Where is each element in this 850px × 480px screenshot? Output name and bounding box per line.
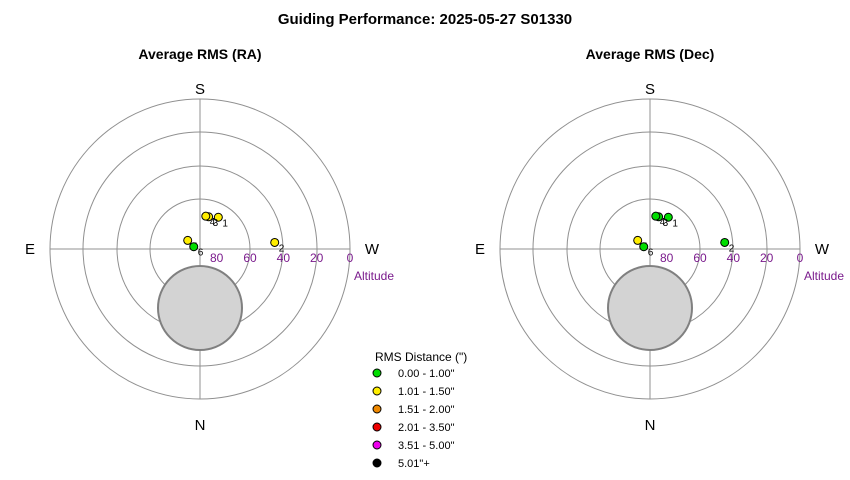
legend-swatch xyxy=(372,404,382,414)
compass-east: E xyxy=(25,241,35,258)
data-point-label: 1 xyxy=(672,218,678,229)
altitude-label: Altitude xyxy=(354,269,394,283)
legend-item-label: 1.51 - 2.00" xyxy=(398,404,455,416)
compass-north: N xyxy=(645,417,656,434)
altitude-tick: 80 xyxy=(210,251,224,265)
altitude-tick: 40 xyxy=(277,251,291,265)
data-point xyxy=(633,235,643,245)
data-point xyxy=(201,211,211,221)
legend: RMS Distance (") 0.00 - 1.00" 1.01 - 1.50"… xyxy=(372,350,467,470)
data-point xyxy=(651,211,661,221)
data-point-label: 3 xyxy=(663,218,669,229)
altitude-tick: 60 xyxy=(243,251,257,265)
legend-item-label: 3.51 - 5.00" xyxy=(398,440,455,452)
data-point xyxy=(663,212,673,222)
altitude-tick: 0 xyxy=(347,251,354,265)
data-point xyxy=(639,242,649,252)
data-point-label: 4 xyxy=(210,217,216,228)
data-point xyxy=(720,237,730,247)
data-point-label: 6 xyxy=(198,248,204,259)
chart-title: Guiding Performance: 2025-05-27 S01330 xyxy=(278,11,572,28)
data-point-label: 1 xyxy=(222,218,228,229)
legend-swatch xyxy=(372,422,382,432)
legend-item-label: 0.00 - 1.00" xyxy=(398,368,455,380)
plot-title: Average RMS (Dec) xyxy=(586,46,715,62)
legend-item-label: 1.01 - 1.50" xyxy=(398,386,455,398)
data-point-label: 2 xyxy=(279,243,285,254)
altitude-tick: 20 xyxy=(310,251,324,265)
altitude-tick: 60 xyxy=(693,251,707,265)
zenith-exclusion-disc xyxy=(157,265,243,351)
compass-south: S xyxy=(195,81,205,98)
data-point-label: 4 xyxy=(660,217,666,228)
legend-swatch xyxy=(372,458,382,468)
compass-north: N xyxy=(195,417,206,434)
compass-west: W xyxy=(365,241,380,258)
zenith-exclusion-disc xyxy=(607,265,693,351)
legend-item-label: 5.01"+ xyxy=(398,458,430,470)
data-point-label: 2 xyxy=(729,243,735,254)
data-point-label: 3 xyxy=(213,218,219,229)
data-point xyxy=(270,237,280,247)
altitude-tick: 40 xyxy=(727,251,741,265)
altitude-tick: 0 xyxy=(797,251,804,265)
compass-south: S xyxy=(645,81,655,98)
data-point xyxy=(189,242,199,252)
legend-title: RMS Distance (") xyxy=(375,350,467,364)
compass-east: E xyxy=(475,241,485,258)
legend-swatch xyxy=(372,386,382,396)
altitude-tick: 20 xyxy=(760,251,774,265)
legend-item-label: 2.01 - 3.50" xyxy=(398,422,455,434)
plot-title: Average RMS (RA) xyxy=(138,46,261,62)
legend-swatch xyxy=(372,368,382,378)
legend-swatch xyxy=(372,440,382,450)
compass-west: W xyxy=(815,241,830,258)
data-point-label: 6 xyxy=(648,248,654,259)
altitude-tick: 80 xyxy=(660,251,674,265)
data-point xyxy=(213,212,223,222)
altitude-label: Altitude xyxy=(804,269,844,283)
data-point xyxy=(183,235,193,245)
